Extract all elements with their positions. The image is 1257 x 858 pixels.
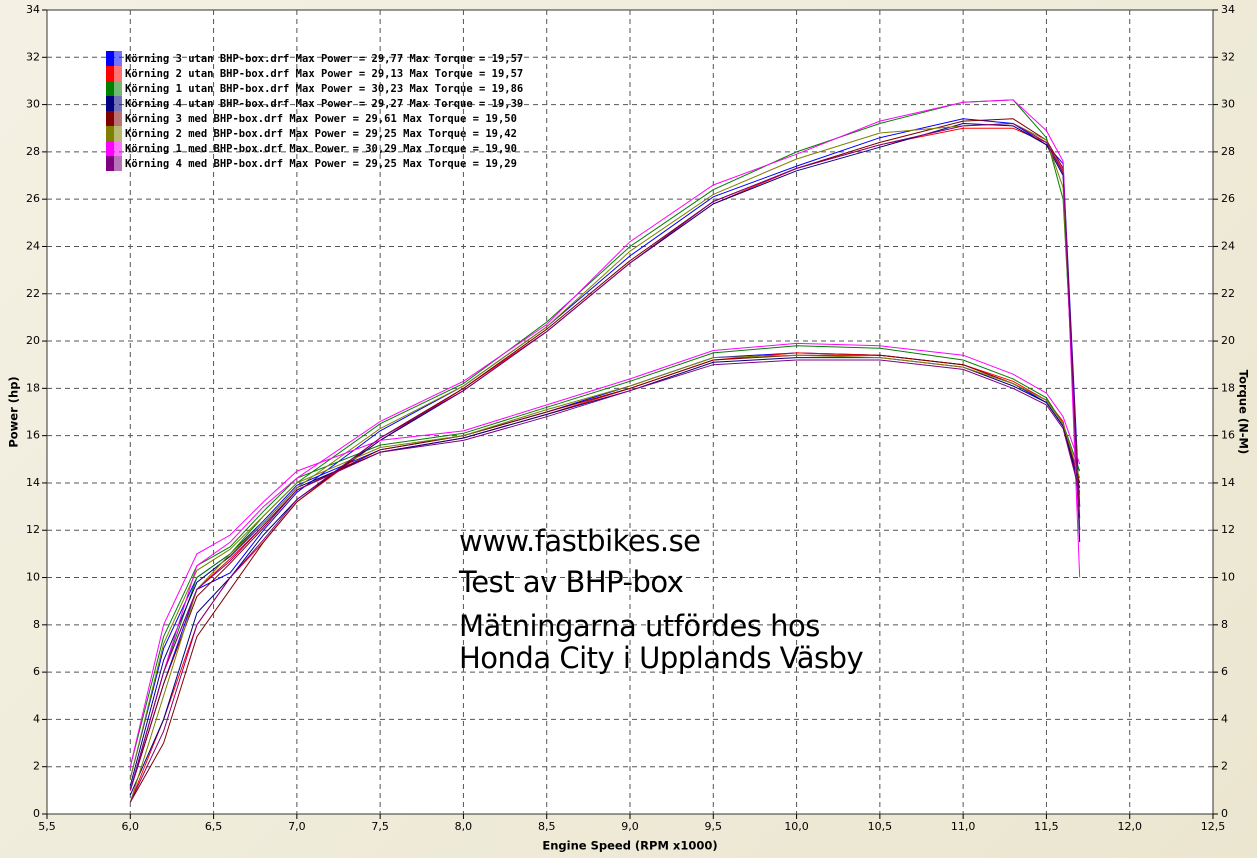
y2-tick-label: 24 — [1221, 239, 1235, 252]
y-tick-label: 24 — [26, 239, 40, 252]
x-tick-label: 10,5 — [868, 820, 893, 833]
y-tick-label: 12 — [26, 523, 40, 536]
legend-swatch — [106, 111, 114, 126]
y-tick-label: 16 — [26, 429, 40, 442]
annotation: Honda City i Upplands Väsby — [459, 641, 864, 675]
legend-swatch — [114, 126, 122, 141]
legend-label: Körning 1 med BHP-box.drf Max Power = 30… — [125, 143, 517, 155]
y2-axis-label: Torque (N-M) — [1237, 370, 1251, 454]
y2-tick-label: 12 — [1221, 523, 1235, 536]
y-tick-label: 0 — [33, 807, 40, 820]
torque-line — [129, 342, 1081, 767]
torque-line — [129, 357, 1081, 786]
x-tick-label: 9,0 — [621, 820, 639, 833]
power-line — [129, 122, 1081, 803]
y-tick-label: 2 — [33, 760, 40, 773]
y2-tick-label: 32 — [1221, 50, 1235, 63]
x-tick-label: 12,0 — [1117, 820, 1142, 833]
y2-tick-label: 6 — [1221, 665, 1228, 678]
y2-tick-label: 22 — [1221, 287, 1235, 300]
x-tick-label: 11,5 — [1034, 820, 1059, 833]
legend-swatch — [114, 51, 122, 66]
x-tick-label: 8,5 — [538, 820, 556, 833]
y-tick-label: 34 — [26, 3, 40, 16]
y-tick-label: 4 — [33, 712, 40, 725]
x-tick-label: 10,0 — [784, 820, 809, 833]
y-tick-label: 14 — [26, 476, 40, 489]
y2-tick-label: 10 — [1221, 571, 1235, 584]
x-tick-label: 8,0 — [455, 820, 473, 833]
y2-tick-label: 8 — [1221, 618, 1228, 631]
y2-tick-label: 18 — [1221, 381, 1235, 394]
torque-line — [129, 345, 1081, 767]
legend-label: Körning 2 utan BHP-box.drf Max Power = 2… — [125, 68, 523, 80]
legend-swatch — [106, 156, 114, 171]
y2-tick-label: 34 — [1221, 3, 1235, 16]
legend-swatch — [106, 51, 114, 66]
legend-swatch — [114, 81, 122, 96]
y-tick-label: 8 — [33, 618, 40, 631]
legend-swatch — [106, 96, 114, 111]
x-tick-label: 12,5 — [1201, 820, 1226, 833]
annotation: Test av BHP-box — [458, 565, 684, 599]
torque-line — [129, 359, 1081, 791]
power-line — [129, 99, 1081, 791]
x-tick-label: 9,5 — [705, 820, 723, 833]
x-axis-label: Engine Speed (RPM x1000) — [542, 839, 717, 853]
annotation: Mätningarna utfördes hos — [459, 609, 820, 643]
legend-swatch — [106, 126, 114, 141]
legend-label: Körning 3 utan BHP-box.drf Max Power = 2… — [125, 53, 523, 65]
y2-tick-label: 0 — [1221, 807, 1228, 820]
legend-swatch — [106, 141, 114, 156]
y-tick-label: 6 — [33, 665, 40, 678]
y-tick-label: 18 — [26, 381, 40, 394]
y2-tick-label: 30 — [1221, 98, 1235, 111]
torque-line — [129, 352, 1081, 791]
power-line — [129, 99, 1081, 791]
legend-label: Körning 4 utan BHP-box.drf Max Power = 2… — [125, 98, 523, 110]
legend-label: Körning 1 utan BHP-box.drf Max Power = 3… — [125, 83, 523, 95]
x-tick-label: 7,0 — [288, 820, 306, 833]
y2-tick-label: 20 — [1221, 334, 1235, 347]
y2-tick-label: 26 — [1221, 192, 1235, 205]
legend-swatch — [114, 156, 122, 171]
x-tick-label: 5,5 — [38, 820, 56, 833]
x-tick-label: 11,0 — [951, 820, 976, 833]
power-line — [129, 118, 1081, 803]
y2-tick-label: 28 — [1221, 145, 1235, 158]
legend-swatch — [106, 66, 114, 81]
y-axis-label: Power (hp) — [7, 376, 21, 447]
y-tick-label: 26 — [26, 192, 40, 205]
y2-tick-label: 2 — [1221, 760, 1228, 773]
x-tick-label: 6,5 — [205, 820, 223, 833]
legend-swatch — [106, 81, 114, 96]
y-tick-label: 30 — [26, 98, 40, 111]
x-tick-label: 7,5 — [371, 820, 389, 833]
legend-swatch — [114, 66, 122, 81]
y2-tick-label: 14 — [1221, 476, 1235, 489]
legend-swatch — [114, 96, 122, 111]
y-tick-label: 32 — [26, 50, 40, 63]
legend-label: Körning 3 med BHP-box.drf Max Power = 29… — [125, 113, 517, 125]
y-tick-label: 22 — [26, 287, 40, 300]
legend-label: Körning 4 med BHP-box.drf Max Power = 29… — [125, 158, 517, 170]
torque-line — [129, 354, 1081, 779]
legend-swatch — [114, 141, 122, 156]
y2-tick-label: 4 — [1221, 712, 1228, 725]
y-tick-label: 10 — [26, 571, 40, 584]
annotation: www.fastbikes.se — [459, 524, 701, 558]
y2-tick-label: 16 — [1221, 429, 1235, 442]
legend-label: Körning 2 med BHP-box.drf Max Power = 29… — [125, 128, 517, 140]
y-tick-label: 20 — [26, 334, 40, 347]
legend-swatch — [114, 111, 122, 126]
y-tick-label: 28 — [26, 145, 40, 158]
x-tick-label: 6,0 — [122, 820, 140, 833]
